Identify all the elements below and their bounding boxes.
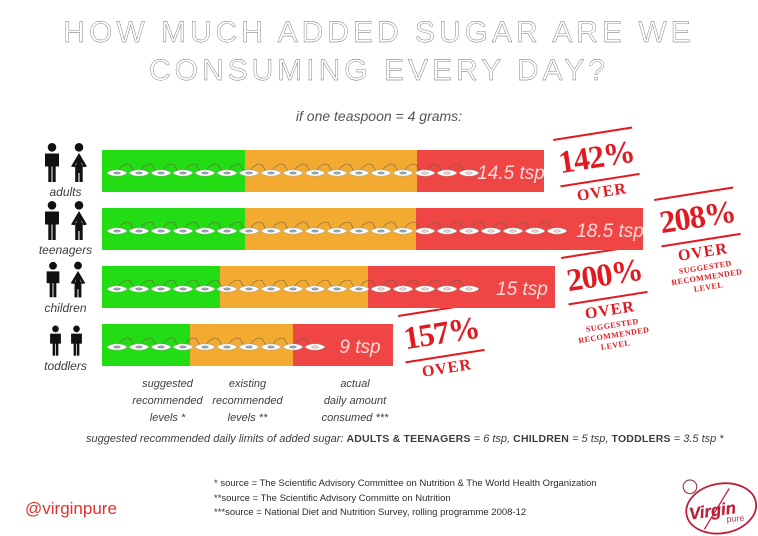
svg-text:15 tsp: 15 tsp [496, 279, 548, 300]
svg-text:9 tsp: 9 tsp [339, 337, 380, 358]
svg-text:18.5 tsp: 18.5 tsp [576, 221, 643, 242]
svg-text:14.5 tsp: 14.5 tsp [477, 163, 544, 184]
svg-text:pure: pure [726, 513, 744, 524]
